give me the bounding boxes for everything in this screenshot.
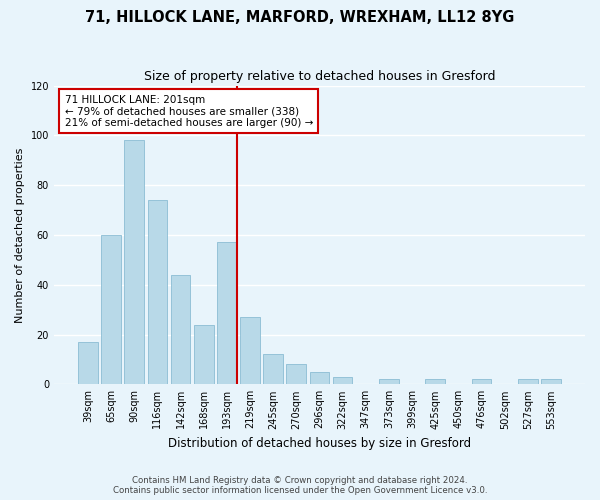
- Bar: [78, 342, 98, 384]
- Text: 71, HILLOCK LANE, MARFORD, WREXHAM, LL12 8YG: 71, HILLOCK LANE, MARFORD, WREXHAM, LL12…: [85, 10, 515, 25]
- Title: Size of property relative to detached houses in Gresford: Size of property relative to detached ho…: [144, 70, 495, 83]
- Bar: [124, 140, 144, 384]
- Bar: [263, 354, 283, 384]
- Bar: [170, 275, 190, 384]
- Bar: [425, 380, 445, 384]
- Bar: [310, 372, 329, 384]
- Bar: [333, 377, 352, 384]
- Text: 71 HILLOCK LANE: 201sqm
← 79% of detached houses are smaller (338)
21% of semi-d: 71 HILLOCK LANE: 201sqm ← 79% of detache…: [65, 94, 313, 128]
- Bar: [541, 380, 561, 384]
- Bar: [472, 380, 491, 384]
- Bar: [286, 364, 306, 384]
- X-axis label: Distribution of detached houses by size in Gresford: Distribution of detached houses by size …: [168, 437, 471, 450]
- Bar: [217, 242, 236, 384]
- Text: Contains HM Land Registry data © Crown copyright and database right 2024.
Contai: Contains HM Land Registry data © Crown c…: [113, 476, 487, 495]
- Bar: [148, 200, 167, 384]
- Bar: [101, 235, 121, 384]
- Bar: [518, 380, 538, 384]
- Bar: [194, 324, 214, 384]
- Y-axis label: Number of detached properties: Number of detached properties: [15, 147, 25, 322]
- Bar: [379, 380, 399, 384]
- Bar: [240, 317, 260, 384]
